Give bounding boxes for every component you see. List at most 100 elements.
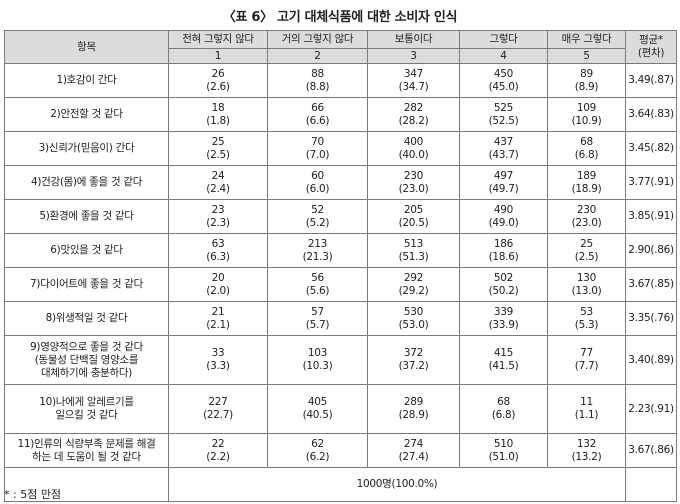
row-label: 9)영양적으로 좋을 것 같다 (동물성 단백질 영양소를 대체하기에 충분하다… [4,335,169,385]
table-row: 9)영양적으로 좋을 것 같다 (동물성 단백질 영양소를 대체하기에 충분하다… [4,335,677,385]
row-label: 5)환경에 좋을 것 같다 [4,199,169,234]
header-mean: 평균* (편차) [625,30,677,64]
row-cell: 490 (49.0) [459,199,548,234]
row-mean: 2.23(.91) [625,384,677,434]
row-cell: 24 (2.4) [168,165,268,200]
row-label: 1)호감이 간다 [4,63,169,98]
row-cell: 60 (6.0) [267,165,368,200]
row-cell: 213 (21.3) [267,233,368,268]
table-row: 3)신뢰가(믿음이) 간다 25 (2.5) 70 (7.0) 400 (40.0) 4… [4,131,677,166]
footnote: * : 5점 만점 [4,488,62,501]
row-cell: 525 (52.5) [459,97,548,132]
table-row: 10)나에게 알레르기를 일으킬 것 같다 227 (22.7) 405 (40.5… [4,384,677,434]
row-cell: 103 (10.3) [267,335,368,385]
header-num-5: 5 [547,48,626,64]
row-mean: 3.67(.86) [625,433,677,468]
table-row: 7)다이어트에 좋을 것 같다 20 (2.0) 56 (5.6) 292 (29.2… [4,267,677,302]
row-cell: 77 (7.7) [547,335,626,385]
header-col-5: 매우 그렇다 [547,30,626,49]
header-num-3: 3 [367,48,460,64]
header-col-2: 거의 그렇지 않다 [267,30,368,49]
row-cell: 282 (28.2) [367,97,460,132]
row-label: 6)맛있을 것 같다 [4,233,169,268]
row-cell: 26 (2.6) [168,63,268,98]
row-cell: 132 (13.2) [547,433,626,468]
table-row: 2)안전할 것 같다 18 (1.8) 66 (6.6) 282 (28.2) 525 … [4,97,677,132]
row-cell: 52 (5.2) [267,199,368,234]
row-cell: 513 (51.3) [367,233,460,268]
row-cell: 339 (33.9) [459,301,548,336]
row-cell: 372 (37.2) [367,335,460,385]
row-cell: 68 (6.8) [547,131,626,166]
row-mean: 3.35(.76) [625,301,677,336]
row-cell: 18 (1.8) [168,97,268,132]
table-row: 11)인류의 식량부족 문제를 해결 하는 데 도움이 될 것 같다 22 (2.… [4,433,677,468]
row-cell: 25 (2.5) [547,233,626,268]
header-item: 항목 [4,30,169,64]
row-cell: 22 (2.2) [168,433,268,468]
row-cell: 63 (6.3) [168,233,268,268]
row-mean: 3.85(.91) [625,199,677,234]
row-cell: 33 (3.3) [168,335,268,385]
row-cell: 88 (8.8) [267,63,368,98]
row-label: 11)인류의 식량부족 문제를 해결 하는 데 도움이 될 것 같다 [4,433,169,468]
row-cell: 347 (34.7) [367,63,460,98]
row-cell: 502 (50.2) [459,267,548,302]
row-cell: 189 (18.9) [547,165,626,200]
row-cell: 89 (8.9) [547,63,626,98]
table-row: 6)맛있을 것 같다 63 (6.3) 213 (21.3) 513 (51.3) 18… [4,233,677,268]
row-cell: 205 (20.5) [367,199,460,234]
header-num-1: 1 [168,48,268,64]
row-cell: 68 (6.8) [459,384,548,434]
row-mean: 3.64(.83) [625,97,677,132]
table-row: 1)호감이 간다 26 (2.6) 88 (8.8) 347 (34.7) 450 (4… [4,63,677,98]
header-num-2: 2 [267,48,368,64]
total-row: 1000명(100.0%) [4,467,677,502]
total-blank [4,467,169,502]
row-label: 8)위생적일 것 같다 [4,301,169,336]
table-row: 5)환경에 좋을 것 같다 23 (2.3) 52 (5.2) 205 (20.5) 4… [4,199,677,234]
row-label: 7)다이어트에 좋을 것 같다 [4,267,169,302]
row-cell: 400 (40.0) [367,131,460,166]
row-label: 10)나에게 알레르기를 일으킬 것 같다 [4,384,169,434]
total-value: 1000명(100.0%) [168,467,626,502]
header-col-3: 보통이다 [367,30,460,49]
row-cell: 109 (10.9) [547,97,626,132]
row-mean: 3.40(.89) [625,335,677,385]
header-col-1: 전혀 그렇지 않다 [168,30,268,49]
total-blank-mean [625,467,677,502]
table-row: 8)위생적일 것 같다 21 (2.1) 57 (5.7) 530 (53.0) 339… [4,301,677,336]
row-mean: 3.45(.82) [625,131,677,166]
header-col-4: 그렇다 [459,30,548,49]
row-mean: 3.67(.85) [625,267,677,302]
row-cell: 292 (29.2) [367,267,460,302]
row-cell: 23 (2.3) [168,199,268,234]
row-cell: 11 (1.1) [547,384,626,434]
row-cell: 530 (53.0) [367,301,460,336]
row-cell: 289 (28.9) [367,384,460,434]
row-cell: 510 (51.0) [459,433,548,468]
table-row: 4)건강(몸)에 좋을 것 같다 24 (2.4) 60 (6.0) 230 (23.… [4,165,677,200]
row-label: 4)건강(몸)에 좋을 것 같다 [4,165,169,200]
row-cell: 186 (18.6) [459,233,548,268]
row-cell: 450 (45.0) [459,63,548,98]
row-cell: 437 (43.7) [459,131,548,166]
row-cell: 230 (23.0) [367,165,460,200]
row-label: 2)안전할 것 같다 [4,97,169,132]
row-mean: 3.77(.91) [625,165,677,200]
row-cell: 57 (5.7) [267,301,368,336]
row-cell: 62 (6.2) [267,433,368,468]
row-cell: 415 (41.5) [459,335,548,385]
survey-table: 항목 전혀 그렇지 않다 거의 그렇지 않다 보통이다 그렇다 매우 그렇다 평… [4,30,677,502]
table-title: 〈표 6〉 고기 대체식품에 대한 소비자 인식 [222,10,458,25]
row-cell: 70 (7.0) [267,131,368,166]
row-cell: 53 (5.3) [547,301,626,336]
row-cell: 21 (2.1) [168,301,268,336]
row-mean: 3.49(.87) [625,63,677,98]
row-label: 3)신뢰가(믿음이) 간다 [4,131,169,166]
row-cell: 497 (49.7) [459,165,548,200]
row-cell: 227 (22.7) [168,384,268,434]
row-mean: 2.90(.86) [625,233,677,268]
row-cell: 56 (5.6) [267,267,368,302]
row-cell: 130 (13.0) [547,267,626,302]
